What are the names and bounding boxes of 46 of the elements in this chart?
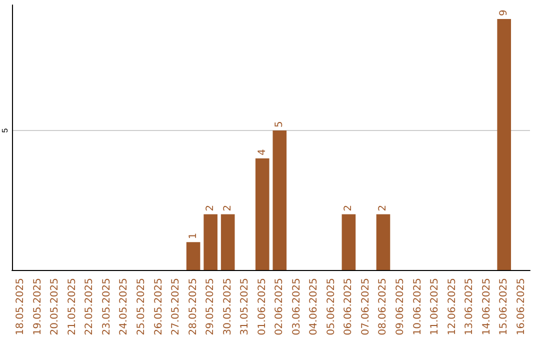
x-tick-label: 06.06.2025	[343, 278, 354, 336]
x-tick-label: 26.05.2025	[153, 278, 164, 336]
x-tick-label: 28.05.2025	[188, 278, 199, 336]
x-tick-label: 30.05.2025	[222, 278, 234, 336]
x-tick-label: 23.05.2025	[101, 278, 112, 336]
x-tick-label: 10.06.2025	[412, 278, 424, 336]
x-tick-label: 27.05.2025	[170, 278, 182, 336]
bar	[272, 130, 287, 270]
data-label: 2	[378, 204, 389, 212]
bar	[376, 214, 390, 270]
x-tick-label: 15.06.2025	[498, 278, 510, 336]
x-tick-label: 04.06.2025	[308, 278, 320, 336]
x-tick-label: 14.06.2025	[481, 278, 492, 336]
x-tick-label: 22.05.2025	[84, 278, 96, 336]
bar	[186, 242, 200, 270]
data-label: 5	[274, 121, 286, 128]
bar	[342, 214, 356, 270]
x-tick-label: 01.06.2025	[256, 278, 268, 336]
bar	[220, 214, 235, 270]
x-tick-label: 07.06.2025	[360, 278, 372, 336]
data-label: 2	[205, 204, 216, 212]
data-label: 4	[256, 149, 268, 156]
x-tick-label: 31.05.2025	[240, 278, 251, 336]
x-tick-label: 11.06.2025	[430, 278, 441, 336]
x-tick-label: 09.06.2025	[395, 278, 406, 336]
data-label: 2	[343, 204, 354, 212]
data-label: 2	[222, 204, 234, 212]
x-tick-label: 18.05.2025	[15, 278, 26, 336]
x-tick-label: 12.06.2025	[446, 278, 458, 336]
x-tick-label: 29.05.2025	[205, 278, 216, 336]
x-tick-label: 24.05.2025	[118, 278, 130, 336]
x-tick-label: 16.06.2025	[516, 278, 527, 336]
bar	[497, 18, 512, 270]
data-label: 1	[188, 232, 199, 240]
bar	[255, 158, 270, 270]
x-tick-label: 02.06.2025	[274, 278, 286, 336]
x-tick-label: 21.05.2025	[66, 278, 78, 336]
x-tick-label: 05.06.2025	[326, 278, 337, 336]
x-tick-label: 03.06.2025	[291, 278, 302, 336]
data-label: 9	[498, 10, 510, 16]
bar	[204, 214, 218, 270]
x-tick-label: 25.05.2025	[136, 278, 147, 336]
x-tick-label: 19.05.2025	[32, 278, 44, 336]
x-tick-label: 13.06.2025	[464, 278, 476, 336]
x-tick-label: 20.05.2025	[50, 278, 61, 336]
x-tick-label: 08.06.2025	[378, 278, 389, 336]
